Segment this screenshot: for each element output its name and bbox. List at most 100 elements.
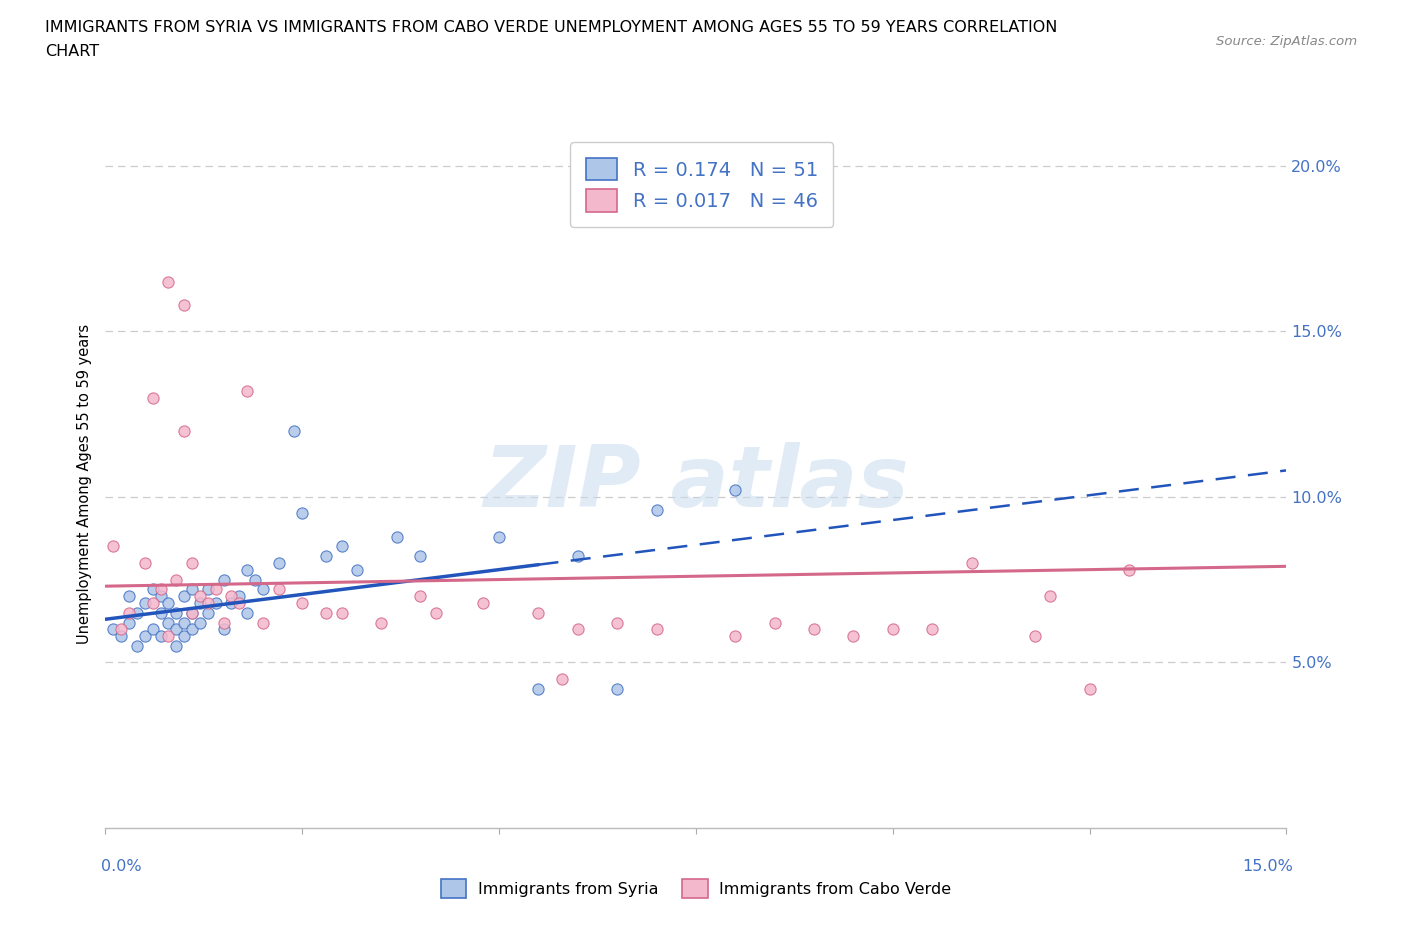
Point [267,582,290,597]
Point [567,549,589,564]
Point [1024,629,1046,644]
Point [134,555,156,570]
Point [197,582,219,597]
Point [165,605,187,620]
Point [212,622,235,637]
Point [330,539,353,554]
Point [157,629,180,644]
Point [283,423,305,438]
Point [763,615,786,630]
Point [409,589,432,604]
Point [882,622,904,637]
Point [173,298,195,312]
Point [173,589,195,604]
Text: ZIP atlas: ZIP atlas [484,442,908,525]
Point [724,629,747,644]
Point [409,549,432,564]
Point [488,529,510,544]
Point [1078,682,1101,697]
Point [606,615,628,630]
Point [125,605,148,620]
Text: CHART: CHART [45,44,98,59]
Point [204,582,226,597]
Point [181,605,204,620]
Point [425,605,447,620]
Point [197,605,219,620]
Point [188,615,211,630]
Point [181,605,204,620]
Point [118,589,141,604]
Point [165,622,187,637]
Point [103,622,125,637]
Point [228,595,250,610]
Point [315,549,337,564]
Text: IMMIGRANTS FROM SYRIA VS IMMIGRANTS FROM CABO VERDE UNEMPLOYMENT AMONG AGES 55 T: IMMIGRANTS FROM SYRIA VS IMMIGRANTS FROM… [45,20,1057,35]
Legend: Immigrants from Syria, Immigrants from Cabo Verde: Immigrants from Syria, Immigrants from C… [433,871,959,906]
Point [385,529,408,544]
Point [149,589,172,604]
Point [125,638,148,653]
Point [291,595,314,610]
Text: Source: ZipAtlas.com: Source: ZipAtlas.com [1216,35,1357,48]
Point [236,383,259,398]
Point [142,391,165,405]
Point [110,622,132,637]
Point [472,595,495,610]
Point [221,595,243,610]
Point [370,615,392,630]
Point [267,555,290,570]
Point [118,615,141,630]
Point [724,483,747,498]
Point [173,629,195,644]
Point [142,622,165,637]
Point [921,622,943,637]
Point [527,682,550,697]
Point [103,539,125,554]
Point [188,589,211,604]
Point [165,638,187,653]
Point [110,629,132,644]
Point [346,562,368,577]
Point [842,629,865,644]
Point [149,605,172,620]
Point [645,622,668,637]
Point [252,582,274,597]
Point [118,605,141,620]
Point [134,595,156,610]
Point [173,423,195,438]
Point [149,582,172,597]
Point [1039,589,1062,604]
Point [181,555,204,570]
Point [197,595,219,610]
Point [243,572,266,587]
Point [236,605,259,620]
Point [236,562,259,577]
Point [212,572,235,587]
Text: 15.0%: 15.0% [1243,859,1294,874]
Text: 0.0%: 0.0% [101,859,142,874]
Y-axis label: Unemployment Among Ages 55 to 59 years: Unemployment Among Ages 55 to 59 years [76,324,91,644]
Point [252,615,274,630]
Point [134,629,156,644]
Point [142,595,165,610]
Point [803,622,825,637]
Point [165,572,187,587]
Point [204,595,226,610]
Point [1118,562,1140,577]
Point [142,582,165,597]
Point [960,555,983,570]
Point [330,605,353,620]
Point [645,502,668,517]
Point [527,605,550,620]
Point [157,274,180,289]
Point [157,595,180,610]
Point [291,506,314,521]
Point [606,682,628,697]
Point [173,615,195,630]
Point [551,671,574,686]
Point [188,595,211,610]
Point [181,582,204,597]
Point [221,589,243,604]
Point [567,622,589,637]
Point [315,605,337,620]
